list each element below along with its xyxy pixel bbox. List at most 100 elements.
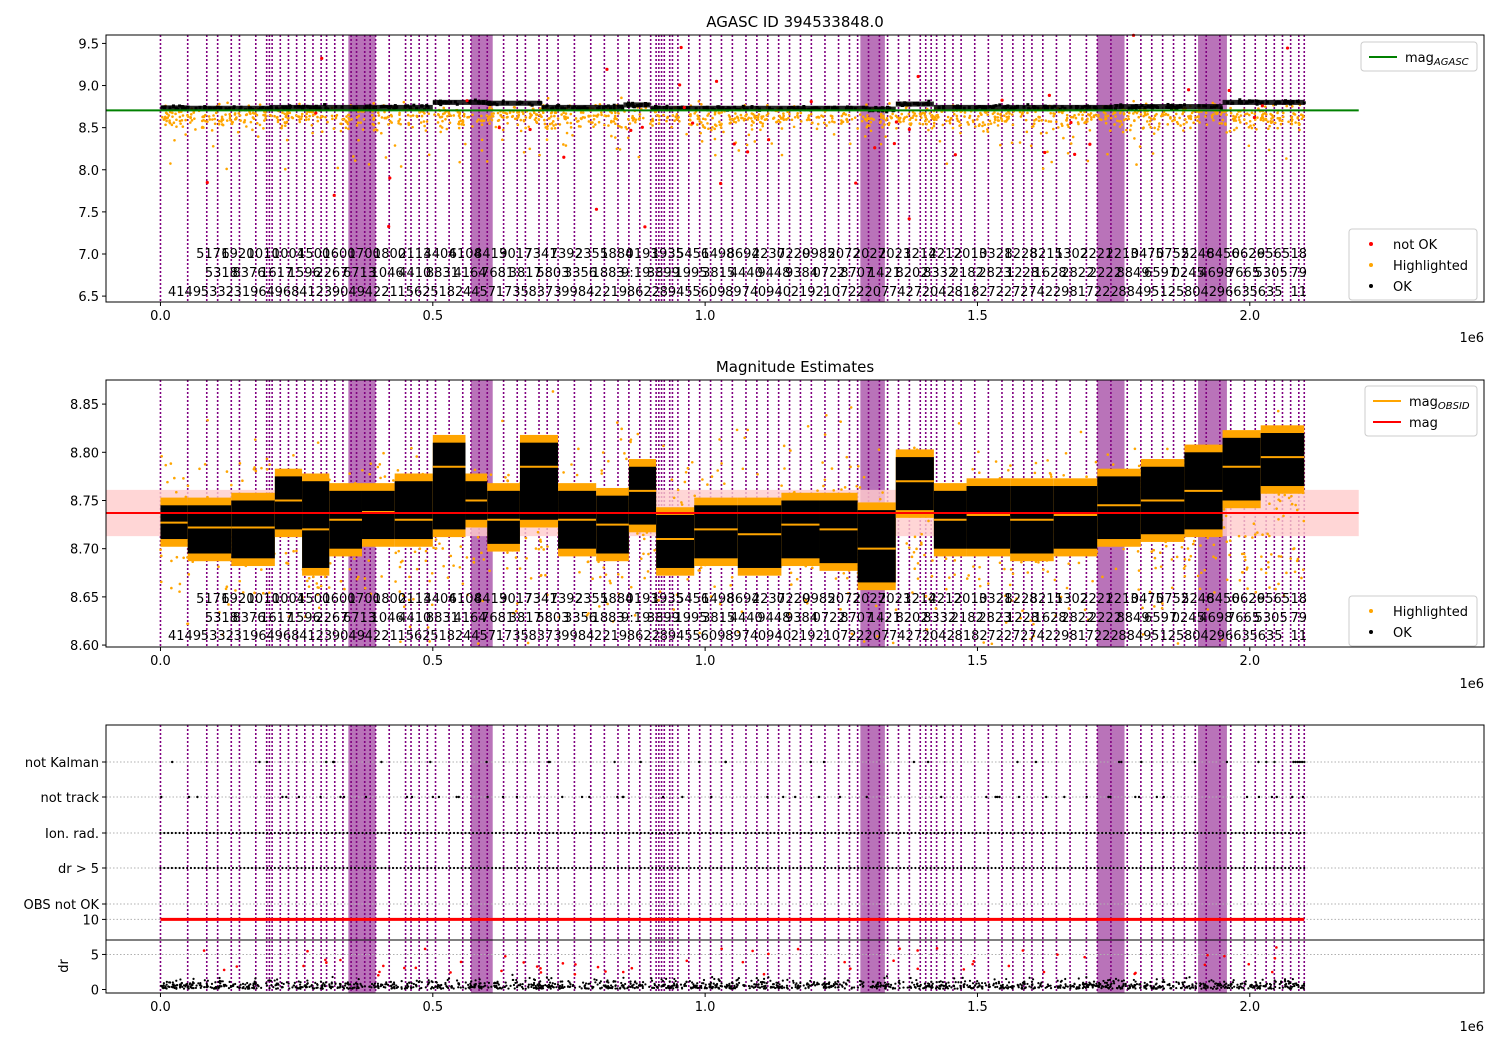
highlighted-point [805, 601, 809, 605]
highlighted-point [280, 124, 284, 128]
ok-point [632, 983, 635, 986]
highlighted-point [788, 112, 791, 116]
ok-point-cluster [628, 466, 657, 525]
highlighted-point [467, 115, 471, 119]
highlighted-point [1182, 122, 1186, 126]
flag-point [963, 866, 967, 870]
flag-point [670, 866, 673, 870]
highlighted-point [399, 122, 402, 126]
flag-point [809, 760, 812, 764]
ok-point [539, 980, 542, 983]
flag-point [319, 831, 322, 835]
highlighted-point [714, 153, 717, 157]
highlighted-point [515, 117, 519, 120]
ok-point [973, 984, 977, 987]
highlighted-point [920, 112, 924, 115]
ok-point [885, 110, 889, 114]
flag-point [613, 866, 616, 870]
ok-point-cluster [231, 500, 275, 559]
highlighted-point [480, 149, 484, 152]
not-ok-point [332, 193, 336, 197]
highlighted-point [1139, 113, 1143, 116]
highlighted-point [1270, 117, 1273, 120]
flag-point [163, 866, 166, 870]
highlighted-point [307, 585, 311, 588]
flag-point [777, 866, 780, 870]
highlighted-point [1247, 113, 1251, 117]
highlighted-point [795, 577, 799, 581]
highlighted-point [1108, 129, 1112, 133]
flag-point [405, 795, 409, 799]
highlighted-point [879, 116, 883, 119]
flag-point [361, 831, 364, 835]
flag-point [1097, 866, 1100, 870]
dr-panel [106, 917, 1484, 990]
flag-point [639, 831, 642, 835]
ok-point [720, 982, 723, 985]
highlighted-point [1132, 99, 1135, 103]
highlighted-point [1285, 571, 1288, 575]
highlighted-point [550, 115, 553, 118]
not-ok-point [767, 138, 771, 142]
highlighted-point [1237, 534, 1241, 538]
flag-point [521, 831, 524, 835]
highlighted-point [907, 546, 911, 549]
highlighted-point [258, 103, 262, 106]
highlighted-point [642, 537, 646, 541]
highlighted-point [528, 112, 532, 115]
highlighted-point [350, 118, 353, 121]
highlighted-point [688, 118, 692, 122]
flag-point [166, 831, 170, 835]
highlighted-point [991, 112, 995, 116]
highlighted-point [284, 167, 287, 171]
highlighted-point [280, 126, 283, 130]
ok-point [889, 983, 893, 986]
flag-point [643, 831, 646, 835]
flag-point [1184, 831, 1188, 835]
flag-point [327, 831, 330, 835]
highlighted-point [252, 112, 256, 115]
flag-point [529, 866, 532, 870]
flag-point [1184, 866, 1188, 870]
ok-point [814, 984, 817, 987]
flag-point [170, 866, 174, 870]
highlighted-point [1192, 539, 1196, 543]
highlighted-point [551, 120, 555, 123]
highlighted-point [1206, 608, 1210, 611]
highlighted-point [225, 119, 229, 122]
highlighted-point [1191, 542, 1195, 546]
highlighted-point [1224, 514, 1228, 518]
ok-point [775, 984, 778, 987]
highlighted-point [1296, 116, 1300, 120]
highlighted-point [615, 147, 619, 151]
highlighted-point [739, 113, 743, 117]
highlighted-point [1183, 564, 1187, 568]
highlighted-point [1041, 167, 1045, 170]
flag-point [285, 831, 288, 835]
flag-point [912, 760, 916, 764]
flag-point [876, 866, 879, 870]
flag-point [838, 866, 841, 870]
highlighted-point [295, 549, 298, 553]
flag-point [799, 866, 803, 870]
highlighted-point [1083, 608, 1087, 612]
highlighted-point [1282, 514, 1285, 518]
highlighted-point [945, 119, 948, 123]
flag-point [571, 831, 574, 835]
flag-point [613, 831, 616, 835]
highlighted-point [1297, 123, 1301, 126]
highlighted-point [171, 115, 174, 118]
flag-point [332, 760, 336, 764]
ok-point [293, 981, 296, 984]
highlighted-point [1054, 614, 1057, 618]
flag-point [944, 866, 947, 870]
flag-point [426, 866, 429, 870]
highlighted-point [609, 581, 612, 585]
highlighted-point [410, 446, 413, 450]
flag-point [891, 831, 894, 835]
highlighted-point [1170, 558, 1174, 561]
highlighted-point [227, 603, 230, 606]
flag-point [1303, 866, 1306, 870]
highlighted-point [357, 575, 360, 579]
flag-point [990, 866, 993, 870]
